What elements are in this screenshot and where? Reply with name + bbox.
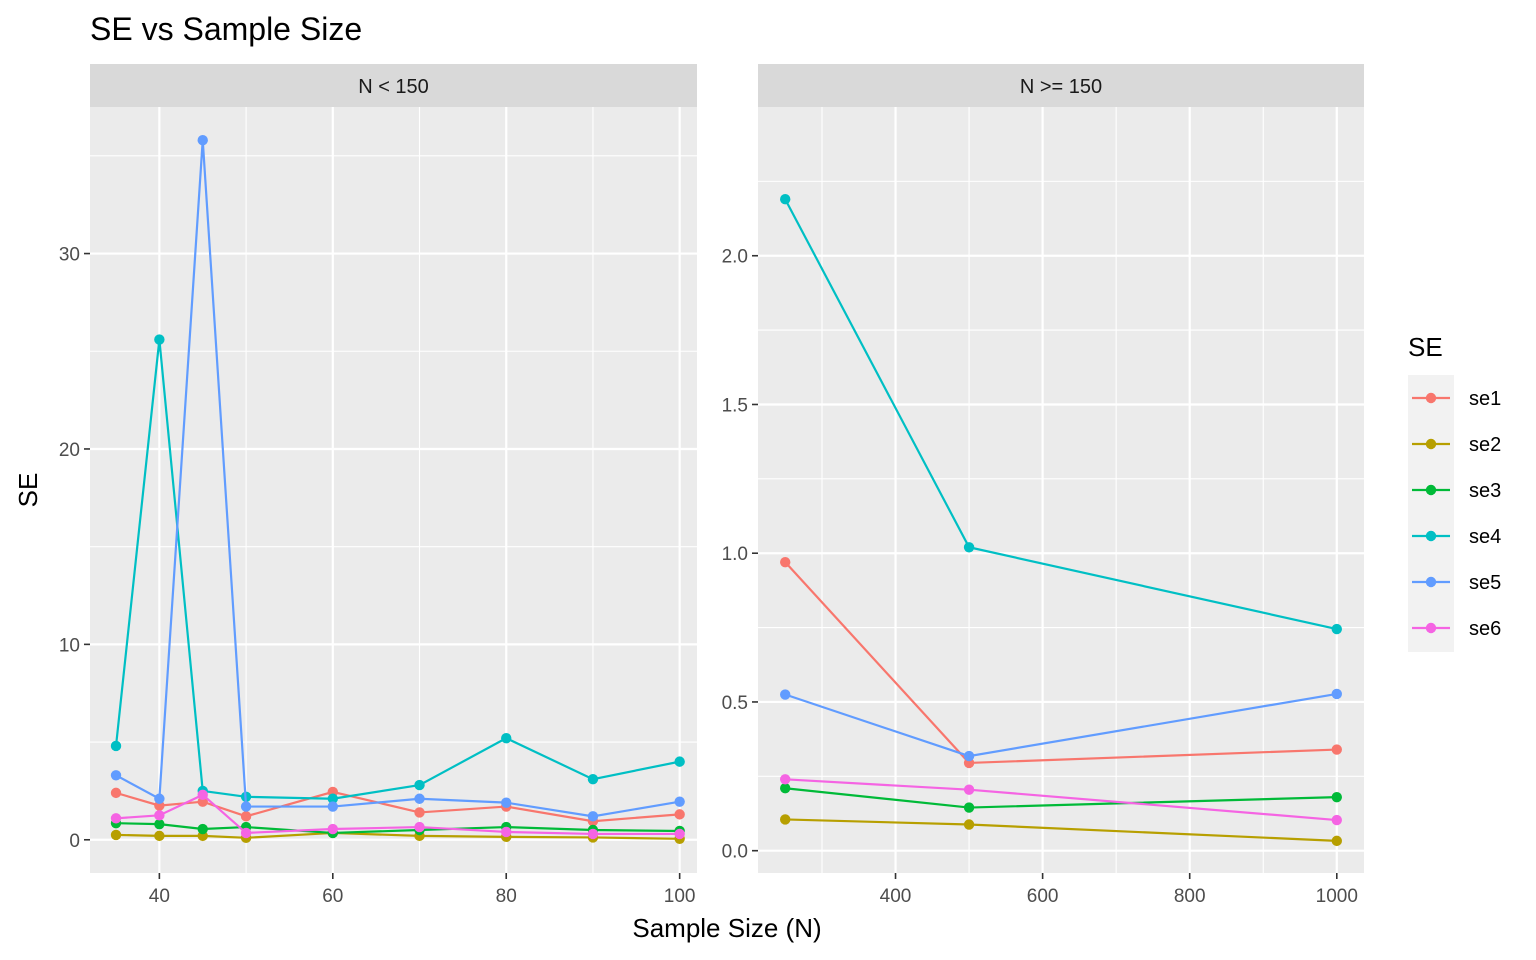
data-point-se6 xyxy=(110,813,122,824)
data-point-se6 xyxy=(780,774,791,785)
data-point-se6 xyxy=(1331,814,1342,826)
data-point-se6 xyxy=(963,784,975,795)
legend-keys-background xyxy=(1408,375,1454,652)
y-tick-label: 10 xyxy=(59,635,80,656)
data-point-se6 xyxy=(414,821,425,833)
chart-title: SE vs Sample Size xyxy=(90,11,362,47)
legend-label-se6: se6 xyxy=(1469,618,1501,640)
legend-key-point-se1 xyxy=(1425,392,1437,404)
data-point-se4 xyxy=(1331,623,1342,635)
legend-label-se5: se5 xyxy=(1469,572,1501,594)
x-axis-title: Sample Size (N) xyxy=(632,913,821,943)
facet-strip xyxy=(758,64,1364,107)
y-tick-label: 20 xyxy=(59,440,80,461)
legend-key-point-se6 xyxy=(1425,622,1437,634)
data-point-se5 xyxy=(240,801,252,812)
y-tick-label: 0 xyxy=(69,831,80,852)
x-tick-label: 100 xyxy=(664,886,696,907)
y-tick-label: 0.0 xyxy=(722,842,748,863)
facet-strip-label: N >= 150 xyxy=(1020,76,1102,98)
legend-key-point-se2 xyxy=(1425,438,1437,450)
data-point-se4 xyxy=(587,774,599,785)
legend-key-point-se5 xyxy=(1425,576,1437,588)
legend-label-se1: se1 xyxy=(1469,388,1501,410)
y-tick-label: 1.0 xyxy=(722,544,748,565)
data-point-se3 xyxy=(1331,791,1342,803)
data-point-se5 xyxy=(327,801,338,812)
data-point-se1 xyxy=(1331,744,1342,755)
facet-strip xyxy=(90,64,697,107)
data-point-se1 xyxy=(414,807,425,818)
data-point-se6 xyxy=(240,827,252,839)
data-point-se3 xyxy=(780,783,791,794)
data-point-se5 xyxy=(780,689,791,700)
facet-panel-2: N >= 150 0.0 0.5 1.0 1.5 2.0 400 600 800 1000 xyxy=(722,64,1364,907)
data-point-se1 xyxy=(110,787,122,799)
data-point-se1 xyxy=(674,809,685,820)
facet-panel-1: N < 150 0 10 20 30 40 60 80 100 xyxy=(59,64,697,907)
data-point-se2 xyxy=(154,830,165,842)
legend-label-se4: se4 xyxy=(1469,526,1501,548)
data-point-se5 xyxy=(1331,688,1342,700)
legend-key-point-se3 xyxy=(1425,484,1437,496)
data-point-se5 xyxy=(197,135,208,146)
data-point-se4 xyxy=(674,756,685,767)
data-point-se6 xyxy=(674,828,685,840)
data-point-se6 xyxy=(154,810,165,821)
data-point-se5 xyxy=(674,796,685,807)
data-point-se3 xyxy=(154,818,165,830)
data-point-se2 xyxy=(963,819,975,830)
x-tick-label: 80 xyxy=(496,886,517,907)
x-tick-label: 400 xyxy=(880,886,912,907)
data-point-se2 xyxy=(1331,835,1342,847)
y-tick-label: 2.0 xyxy=(722,247,748,268)
data-point-se3 xyxy=(197,823,208,835)
legend-label-se2: se2 xyxy=(1469,434,1501,456)
data-point-se4 xyxy=(780,194,791,205)
data-point-se6 xyxy=(501,826,512,838)
legend: SE se1 se2 se3 se4 se5 se6 xyxy=(1408,332,1501,652)
legend-label-se3: se3 xyxy=(1469,480,1501,502)
facet-strip-label: N < 150 xyxy=(358,76,429,98)
data-point-se6 xyxy=(197,789,208,801)
data-point-se5 xyxy=(501,797,512,808)
legend-title: SE xyxy=(1408,332,1443,362)
data-point-se2 xyxy=(110,829,122,841)
x-tick-label: 600 xyxy=(1027,886,1059,907)
data-point-se1 xyxy=(240,811,252,822)
panel-background xyxy=(90,107,697,873)
data-point-se4 xyxy=(414,779,425,791)
data-point-se5 xyxy=(414,793,425,804)
series-group xyxy=(780,194,1342,847)
data-point-se4 xyxy=(501,732,512,744)
data-point-se5 xyxy=(154,793,165,804)
data-point-se6 xyxy=(327,823,338,835)
y-tick-label: 30 xyxy=(59,245,80,266)
data-point-se4 xyxy=(963,542,975,553)
legend-key-point-se4 xyxy=(1425,530,1437,542)
x-tick-label: 40 xyxy=(149,886,170,907)
x-tick-label: 800 xyxy=(1174,886,1206,907)
data-point-se4 xyxy=(327,793,338,804)
y-tick-label: 1.5 xyxy=(722,395,748,416)
y-tick-label: 0.5 xyxy=(722,693,748,714)
data-point-se5 xyxy=(963,750,975,762)
series-group xyxy=(110,135,685,845)
data-point-se4 xyxy=(154,334,165,345)
x-tick-label: 60 xyxy=(322,886,343,907)
y-axis-title: SE xyxy=(13,473,43,508)
data-point-se4 xyxy=(110,740,122,752)
panel-background xyxy=(758,107,1364,873)
data-point-se3 xyxy=(963,802,975,813)
data-point-se6 xyxy=(587,828,599,840)
facet-panels: N < 150 0 10 20 30 40 60 80 100 N >= 150 0.0 0.5 1.0… xyxy=(59,64,1364,907)
x-tick-label: 1000 xyxy=(1316,886,1358,907)
data-point-se1 xyxy=(780,556,791,568)
data-point-se5 xyxy=(587,811,599,822)
data-point-se5 xyxy=(110,770,122,781)
data-point-se2 xyxy=(780,814,791,825)
